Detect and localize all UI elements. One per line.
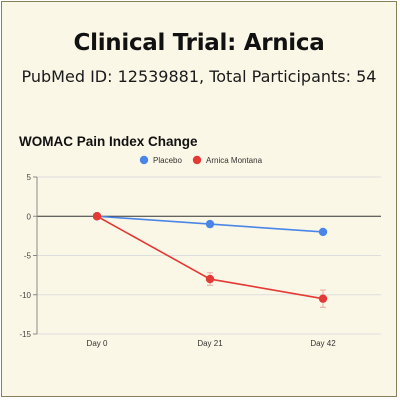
y-tick-label: -15 [19,330,31,339]
y-tick-label: -10 [19,291,31,300]
x-tick-label: Day 0 [87,339,108,348]
legend-label: Arnica Montana [206,156,263,165]
y-tick-label: 5 [27,173,32,182]
y-tick-label: 0 [27,212,32,221]
data-point [205,274,215,284]
chart-title: WOMAC Pain Index Change [19,134,198,149]
page-subtitle: PubMed ID: 12539881, Total Participants:… [21,67,377,86]
data-point [318,294,328,303]
data-point [205,219,215,229]
series-line [96,215,324,300]
page-title: Clinical Trial: Arnica [73,30,325,56]
x-tick-label: Day 21 [197,339,223,348]
y-tick-label: -5 [24,252,32,261]
legend-marker [139,155,149,165]
legend-label: Placebo [153,156,182,165]
data-point [318,227,328,237]
data-point [92,212,102,221]
x-tick-label: Day 42 [310,339,336,348]
legend-marker [192,155,202,165]
